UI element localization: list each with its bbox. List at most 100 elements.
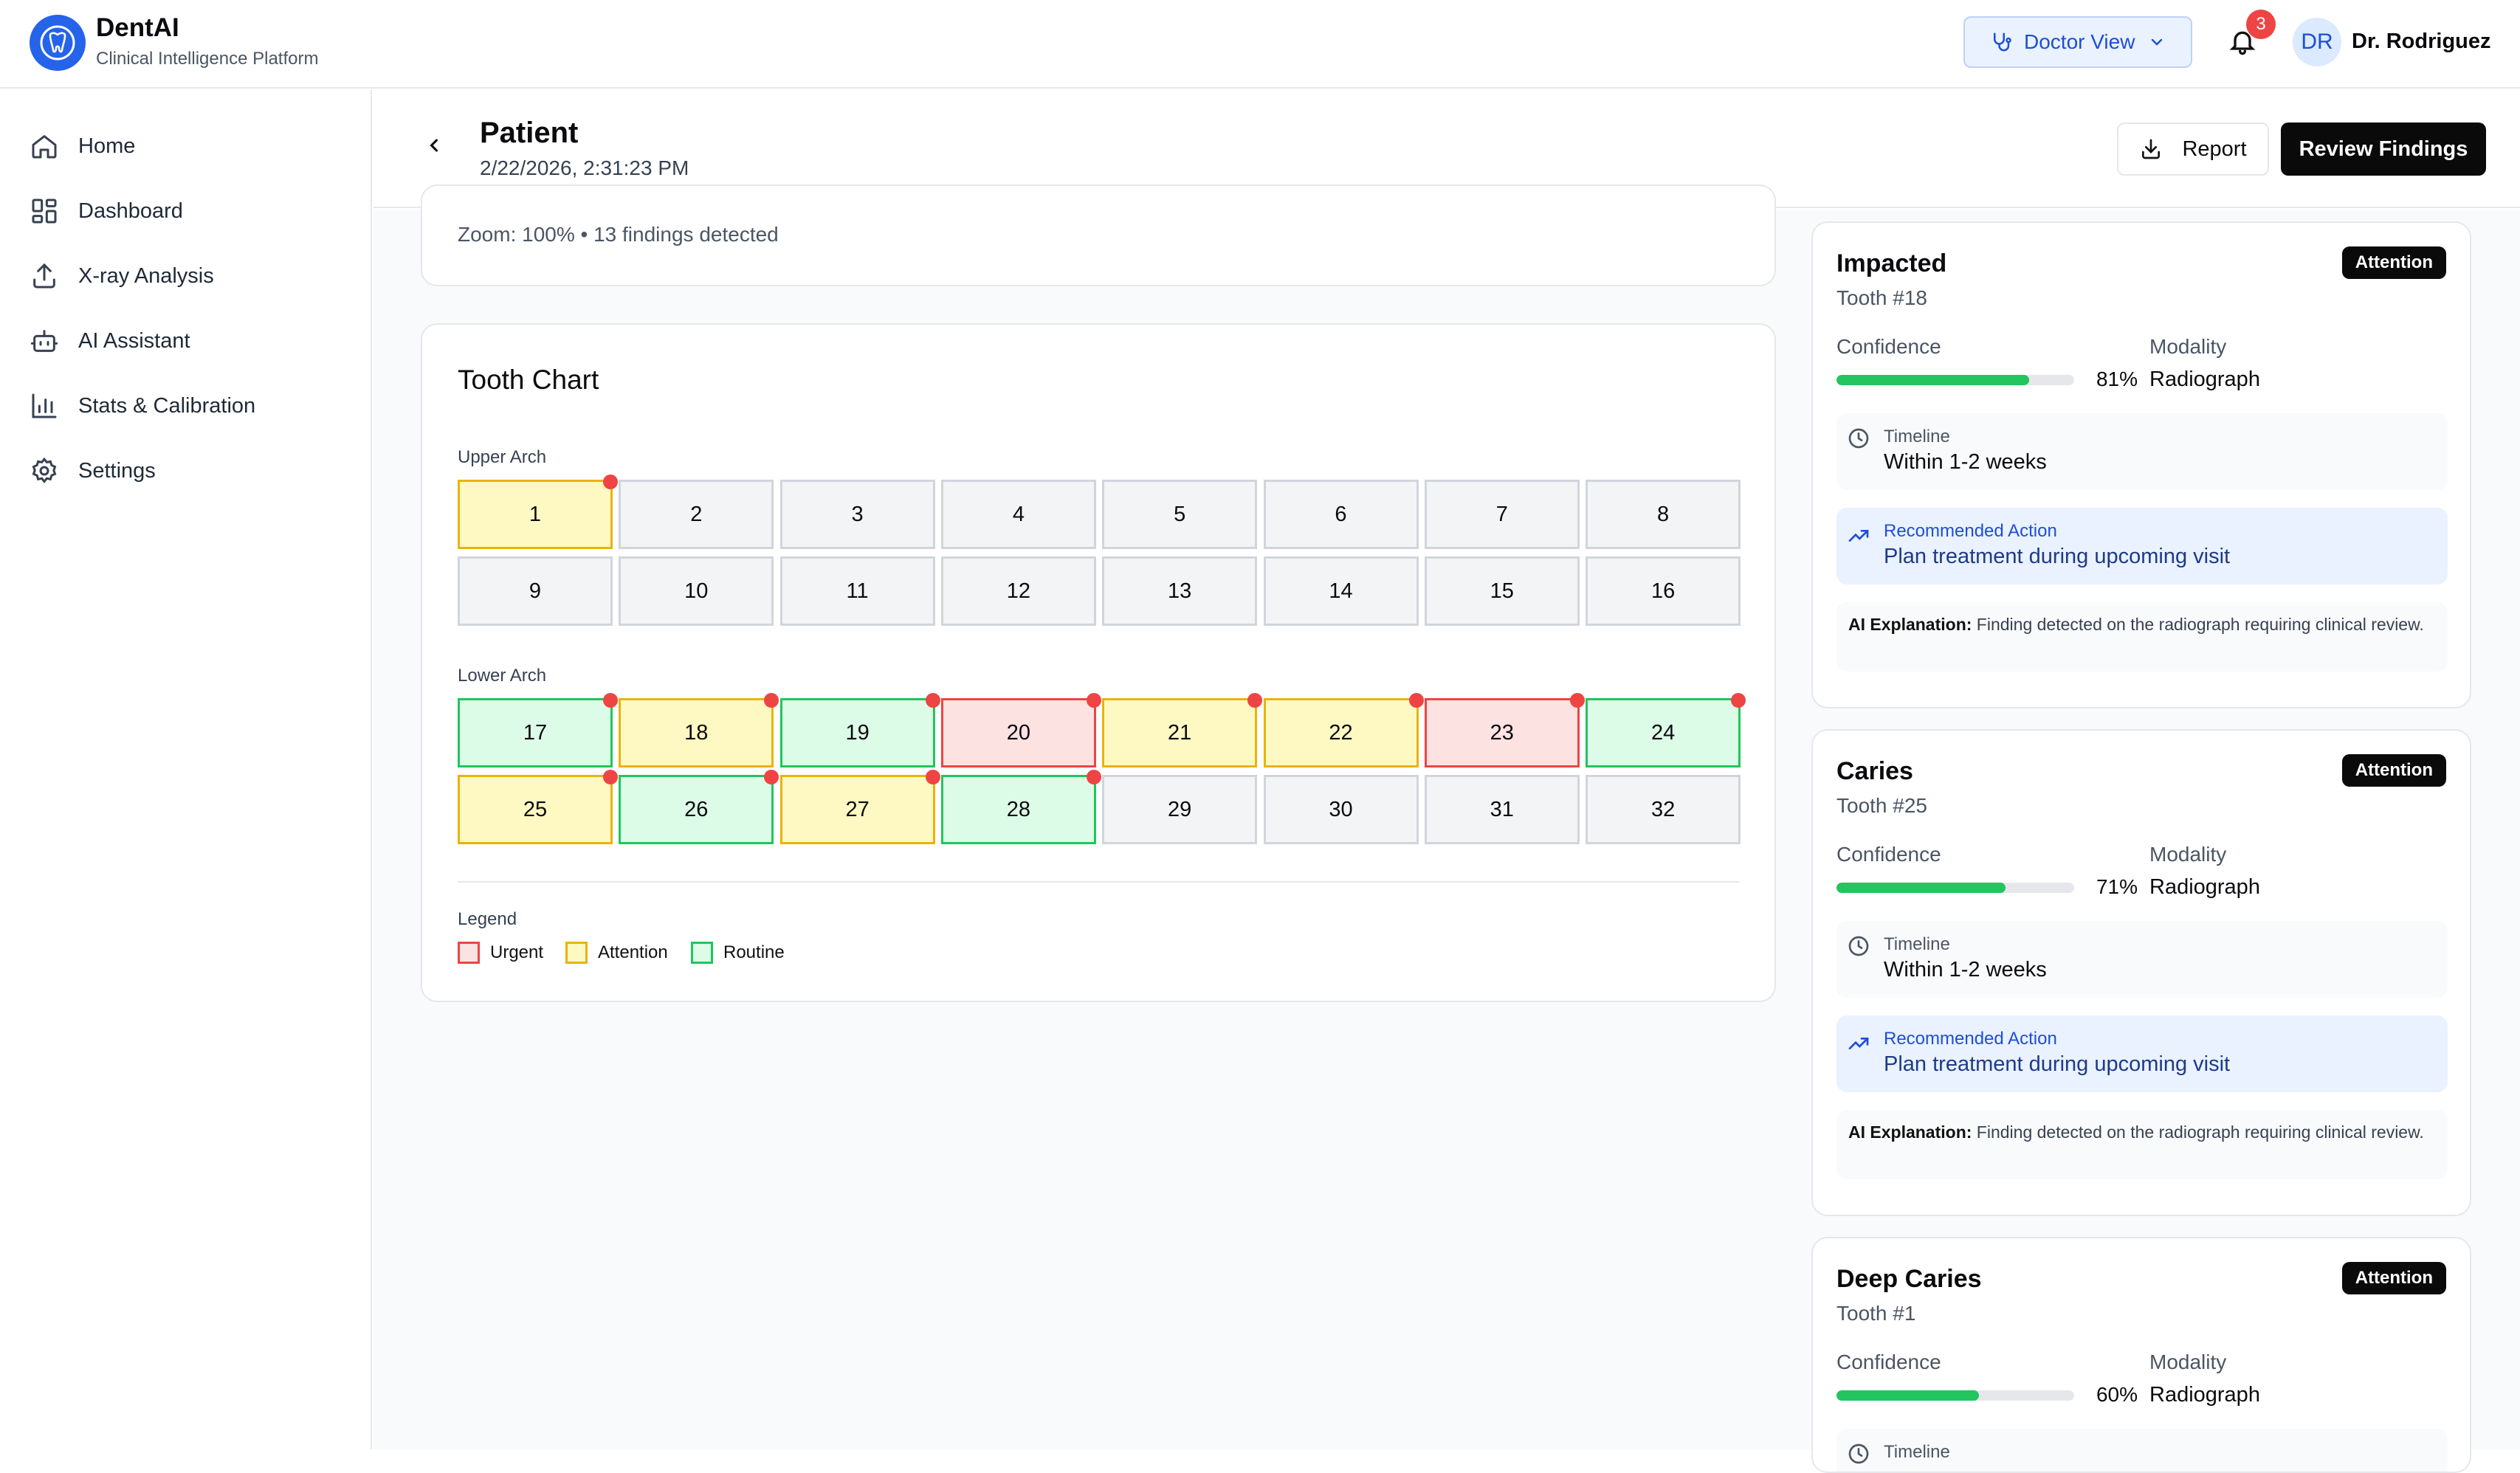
tooth-chart-title: Tooth Chart: [458, 365, 599, 395]
tooth-cell-16[interactable]: 16: [1586, 556, 1741, 626]
tooth-chart-card: [421, 323, 1776, 1002]
tooth-cell-28[interactable]: 28: [940, 770, 1101, 844]
tooth-cell-32[interactable]: 32: [1586, 775, 1741, 844]
tooth-cell-23[interactable]: 23: [1424, 693, 1585, 767]
tooth-cell-12[interactable]: 12: [940, 556, 1096, 626]
timeline-box: Timeline: [1836, 1429, 2448, 1472]
tooth-cell-24[interactable]: 24: [1586, 693, 1746, 767]
tooth-number: 9: [529, 579, 542, 603]
sidebar-item-ai-assistant[interactable]: AI Assistant: [30, 319, 354, 363]
finding-indicator-dot: [603, 770, 618, 784]
sidebar-item-home[interactable]: Home: [30, 124, 354, 168]
confidence-bar-fill: [1836, 375, 2029, 385]
tooth-cell-1[interactable]: 1: [458, 475, 618, 549]
confidence-bar: [1836, 375, 2074, 385]
tooth-number: 8: [1657, 502, 1670, 526]
tooth-number: 30: [1329, 797, 1353, 821]
modality-label: Modality: [2149, 335, 2227, 358]
sidebar-item-label: Settings: [78, 458, 156, 483]
finding-indicator-dot: [603, 693, 618, 708]
tooth-cell-25[interactable]: 25: [458, 770, 618, 844]
tooth-cell-8[interactable]: 8: [1586, 480, 1741, 549]
tooth-cell-27[interactable]: 27: [779, 770, 940, 844]
tooth-cell-29[interactable]: 29: [1102, 775, 1258, 844]
confidence-bar-fill: [1836, 1390, 1980, 1401]
tooth-number: 31: [1490, 797, 1514, 821]
tooth-cell-7[interactable]: 7: [1424, 480, 1580, 549]
notification-badge: 3: [2246, 10, 2276, 39]
tooth-cell-19[interactable]: 19: [779, 693, 940, 767]
sidebar-item-xray-analysis[interactable]: X-ray Analysis: [30, 254, 354, 298]
tooth-cell-2[interactable]: 2: [619, 480, 774, 549]
tooth-number: 25: [523, 797, 548, 821]
finding-title: Caries: [1836, 757, 1913, 785]
tooth-cell-18[interactable]: 18: [619, 693, 779, 767]
explanation-label: AI Explanation:: [1848, 615, 1972, 634]
finding-indicator-dot: [603, 475, 618, 489]
tooth-number: 21: [1168, 720, 1192, 745]
sidebar-item-label: Home: [78, 134, 136, 158]
legend-item-attention: Attention: [565, 942, 668, 964]
action-label: Recommended Action: [1884, 1029, 2057, 1049]
finding-indicator-dot: [1086, 770, 1101, 784]
upload-icon: [30, 261, 59, 291]
back-button[interactable]: [424, 135, 444, 156]
tooth-cell-6[interactable]: 6: [1263, 480, 1419, 549]
confidence-value: 60%: [2096, 1383, 2138, 1406]
tooth-cell-4[interactable]: 4: [940, 480, 1096, 549]
tooth-number: 18: [684, 720, 709, 745]
tooth-cell-21[interactable]: 21: [1102, 693, 1263, 767]
sidebar-item-stats-calibration[interactable]: Stats & Calibration: [30, 384, 354, 428]
top-bar: DentAI Clinical Intelligence Platform Do…: [0, 0, 2520, 89]
tooth-cell-15[interactable]: 15: [1424, 556, 1580, 626]
explanation-label: AI Explanation:: [1848, 1122, 1972, 1142]
sidebar-item-settings[interactable]: Settings: [30, 449, 354, 493]
tooth-cell-5[interactable]: 5: [1102, 480, 1258, 549]
tooth-cell-17[interactable]: 17: [458, 693, 618, 767]
finding-card[interactable]: Deep Caries Attention Tooth #1 Confidenc…: [1811, 1237, 2471, 1473]
sidebar-item-label: Stats & Calibration: [78, 393, 256, 418]
tooth-number: 14: [1329, 579, 1353, 603]
page-title: Patient: [480, 117, 579, 149]
severity-badge: Attention: [2341, 754, 2446, 787]
review-findings-button[interactable]: Review Findings: [2281, 123, 2486, 176]
report-button[interactable]: Report: [2117, 123, 2269, 176]
tooth-number: 15: [1490, 579, 1514, 603]
chevron-left-icon: [424, 135, 444, 156]
tooth-cell-20[interactable]: 20: [940, 693, 1101, 767]
tooth-cell-9[interactable]: 9: [458, 556, 613, 626]
tooth-number: 13: [1168, 579, 1192, 603]
tooth-cell-3[interactable]: 3: [779, 480, 935, 549]
tooth-cell-31[interactable]: 31: [1424, 775, 1580, 844]
tooth-number: 11: [846, 579, 869, 603]
tooth-cell-10[interactable]: 10: [619, 556, 774, 626]
avatar[interactable]: DR: [2293, 18, 2341, 66]
tooth-cell-13[interactable]: 13: [1102, 556, 1258, 626]
legend-swatch: [691, 942, 713, 964]
modality-label: Modality: [2149, 843, 2227, 866]
bell-icon[interactable]: [2228, 27, 2257, 56]
tooth-logo-icon[interactable]: [30, 15, 86, 71]
timeline-value: Within 1-2 weeks: [1884, 958, 2047, 982]
bar-chart-icon: [30, 391, 59, 421]
divider: [458, 881, 1739, 883]
timeline-box: Timeline Within 1-2 weeks: [1836, 921, 2448, 998]
finding-card[interactable]: Impacted Attention Tooth #18 Confidence …: [1811, 221, 2471, 708]
tooth-cell-26[interactable]: 26: [619, 770, 779, 844]
ai-explanation: AI Explanation: Finding detected on the …: [1836, 602, 2448, 672]
tooth-cell-14[interactable]: 14: [1263, 556, 1419, 626]
viewer-card: [421, 184, 1776, 286]
sidebar-item-label: Dashboard: [78, 199, 183, 223]
confidence-value: 71%: [2096, 875, 2138, 898]
confidence-bar-fill: [1836, 883, 2006, 893]
zoom-status: Zoom: 100% • 13 findings detected: [458, 223, 779, 246]
finding-indicator-dot: [764, 770, 779, 784]
sidebar-item-dashboard[interactable]: Dashboard: [30, 189, 354, 233]
user-name[interactable]: Dr. Rodriguez: [2352, 30, 2491, 53]
tooth-cell-11[interactable]: 11: [779, 556, 935, 626]
finding-card[interactable]: Caries Attention Tooth #25 Confidence Mo…: [1811, 729, 2471, 1216]
tooth-cell-30[interactable]: 30: [1263, 775, 1419, 844]
tooth-cell-22[interactable]: 22: [1263, 693, 1424, 767]
view-switcher-button[interactable]: Doctor View: [1963, 16, 2192, 68]
finding-title: Impacted: [1836, 249, 1947, 277]
